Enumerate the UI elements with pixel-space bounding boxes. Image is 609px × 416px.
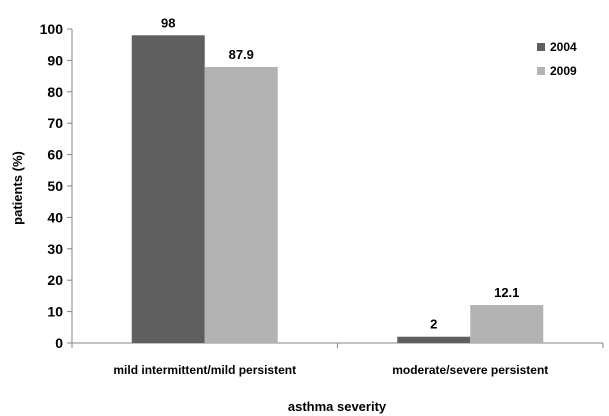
- bar: [470, 305, 544, 343]
- category-labels: mild intermittent/mild persistent moderat…: [113, 363, 548, 377]
- y-tick-label: 90: [47, 52, 63, 68]
- y-tick-label: 60: [47, 147, 63, 163]
- legend-swatch: [537, 67, 545, 75]
- y-tick-label: 40: [47, 209, 63, 225]
- y-tick-label: 30: [47, 241, 63, 257]
- category-label: moderate/severe persistent: [392, 363, 548, 377]
- legend-swatch: [537, 43, 545, 51]
- x-axis: [71, 342, 604, 348]
- legend-label: 2004: [550, 40, 577, 54]
- bar: [204, 66, 278, 343]
- data-label: 2: [430, 317, 437, 332]
- y-tick-label: 10: [47, 304, 63, 320]
- y-tick-label: 20: [47, 272, 63, 288]
- y-axis-title: patients (%): [10, 151, 25, 225]
- data-label: 12.1: [494, 285, 519, 300]
- y-tick-label: 0: [55, 335, 63, 351]
- y-tick-label: 100: [40, 21, 64, 37]
- y-axis: 0 10 20 30 40 50 60 70 80 90 100: [40, 21, 73, 351]
- category-label: mild intermittent/mild persistent: [113, 363, 296, 377]
- data-label: 87.9: [229, 47, 254, 62]
- data-label: 98: [161, 15, 175, 30]
- bar: [397, 336, 471, 343]
- bars: [131, 35, 544, 343]
- x-axis-title: asthma severity: [288, 399, 387, 414]
- legend: 2004 2009: [537, 40, 577, 78]
- data-labels: 98 87.9 2 12.1: [161, 15, 519, 331]
- y-tick-label: 80: [47, 84, 63, 100]
- y-tick-label: 70: [47, 115, 63, 131]
- legend-label: 2009: [550, 64, 577, 78]
- y-tick-label: 50: [47, 178, 63, 194]
- bar: [131, 35, 205, 343]
